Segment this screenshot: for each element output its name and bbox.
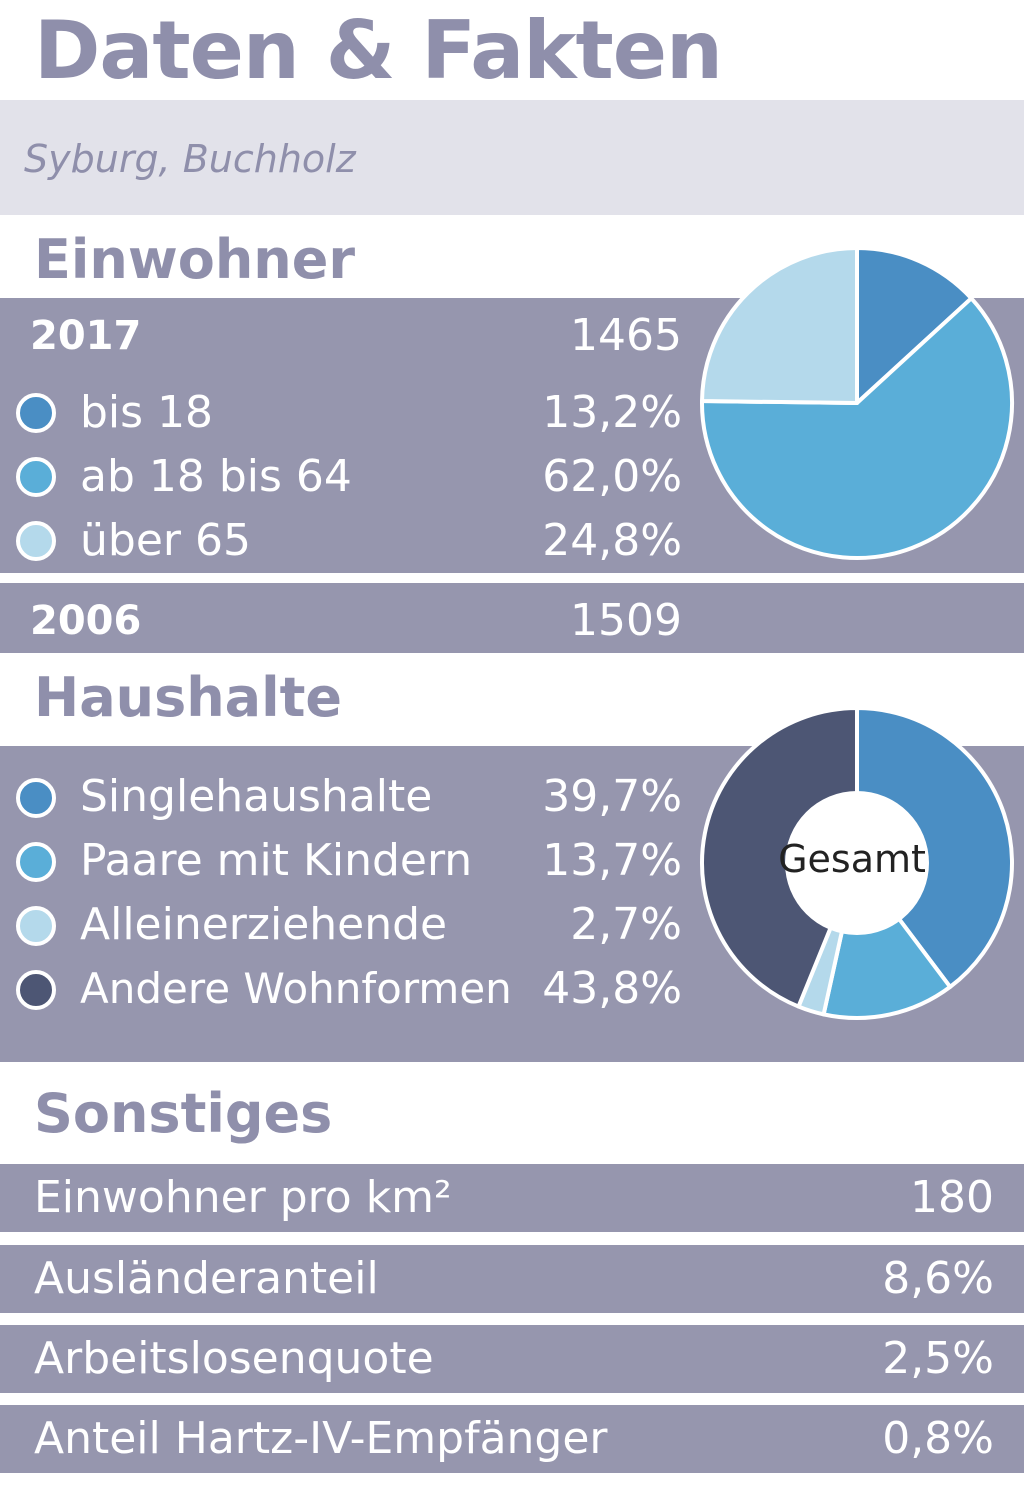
sonstiges-value-arbeitslos: 2,5% [882,1333,994,1384]
legend-value-18-64: 62,0% [542,451,682,502]
legend-dot-single [16,778,56,818]
legend-value-allein: 2,7% [570,899,682,950]
sonstiges-row [0,1405,1024,1473]
legend-label-18-64: ab 18 bis 64 [80,451,352,502]
legend-dot-paare [16,842,56,882]
sonstiges-value-hartz: 0,8% [882,1413,994,1464]
legend-label-andere: Andere Wohnformen [80,964,512,1013]
donut-hole [785,791,929,935]
pie-slice-bis-18 [855,246,974,405]
legend-value-single: 39,7% [542,771,682,822]
legend-value-paare: 13,7% [542,835,682,886]
legend-value-bis-18: 13,2% [542,387,682,438]
legend-label-single: Singlehaushalte [80,771,433,822]
sonstiges-row [0,1245,1024,1313]
sonstiges-label-hartz: Anteil Hartz-IV-Empfänger [34,1413,608,1464]
sonstiges-value-auslaender: 8,6% [882,1253,994,1304]
legend-label-ueber-65: über 65 [80,515,251,566]
einwohner-pie-chart [700,246,1014,560]
legend-label-allein: Alleinerziehende [80,899,448,950]
legend-label-paare: Paare mit Kindern [80,835,473,886]
donut-center-label: Gesamt [778,837,926,881]
legend-dot-ueber-65 [16,521,56,561]
sonstiges-label-dichte: Einwohner pro km² [34,1172,452,1223]
location-subtitle: Syburg, Buchholz [24,137,356,181]
pie-slice-über-65 [700,246,859,405]
year-2006-label: 2006 [30,598,142,644]
pie-slice-singlehaushalte [855,706,1014,989]
sonstiges-label-arbeitslos: Arbeitslosenquote [34,1333,434,1384]
legend-dot-allein [16,906,56,946]
subtitle-band [0,100,1024,215]
sonstiges-value-dichte: 180 [910,1172,994,1223]
year-2006-value: 1509 [570,595,682,646]
legend-dot-18-64 [16,457,56,497]
legend-label-bis-18: bis 18 [80,387,214,438]
year-2017-label: 2017 [30,313,142,359]
legend-value-ueber-65: 24,8% [542,515,682,566]
haushalte-donut-chart: Gesamt [699,706,1014,1020]
page-title: Daten & Fakten [34,4,723,97]
legend-value-andere: 43,8% [542,963,682,1014]
sonstiges-label-auslaender: Ausländeranteil [34,1253,379,1304]
pie-slice-ab-18-bis-64 [700,296,1014,560]
haushalte-heading: Haushalte [34,666,343,729]
year-2006-band [0,583,1024,653]
sonstiges-row [0,1325,1024,1393]
pie-slice-andere-wohnformen [699,706,859,1009]
sonstiges-row [0,1164,1024,1232]
legend-dot-bis-18 [16,393,56,433]
sonstiges-heading: Sonstiges [34,1082,333,1145]
year-2017-value: 1465 [570,310,682,361]
legend-dot-andere [16,970,56,1010]
einwohner-heading: Einwohner [34,228,355,291]
